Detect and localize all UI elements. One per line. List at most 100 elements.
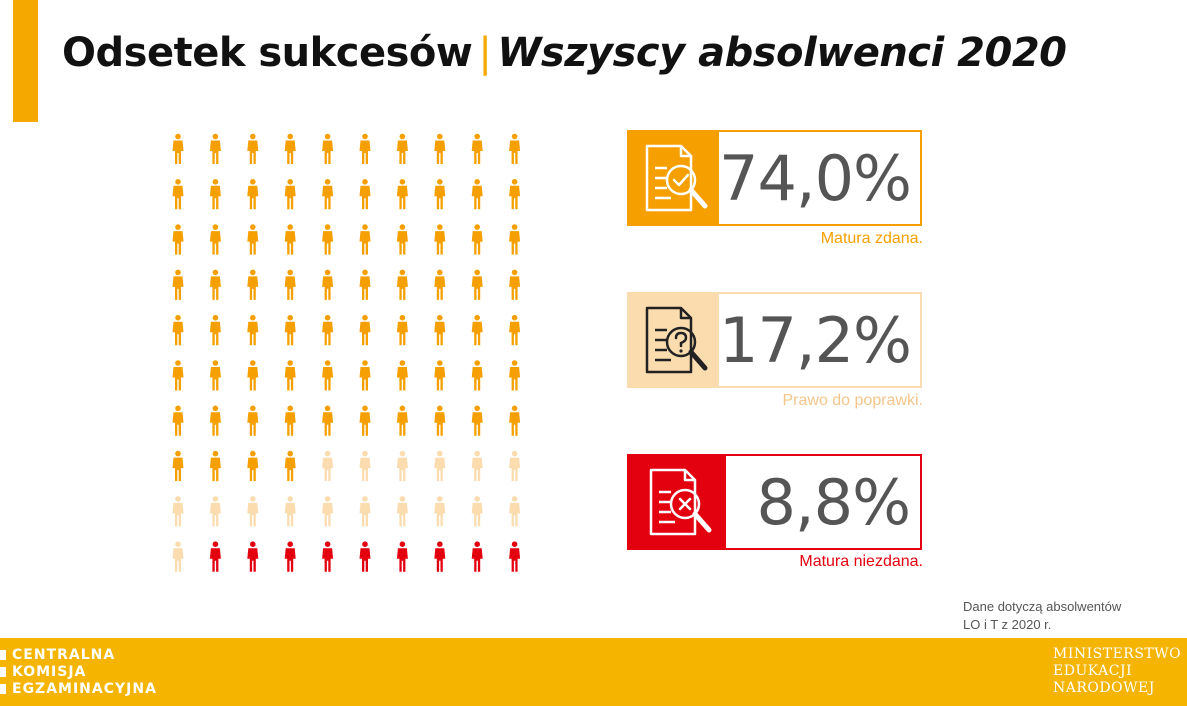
- person-icon: [247, 541, 259, 572]
- person-icon: [359, 269, 371, 300]
- person-icon: [209, 405, 221, 436]
- person-icon: [396, 496, 408, 527]
- stat-label-passed: Matura zdana.: [820, 230, 923, 247]
- logo-square-icon: [0, 683, 6, 694]
- person-icon: [284, 314, 296, 346]
- person-icon: [434, 360, 446, 391]
- person-icon: [284, 179, 296, 210]
- document-magnifier-check-icon: [645, 144, 708, 212]
- person-icon: [359, 405, 371, 436]
- person-icon: [471, 224, 483, 255]
- person-icon: [172, 496, 184, 527]
- person-icon: [434, 496, 446, 527]
- person-icon: [396, 269, 408, 300]
- person-icon: [322, 450, 334, 482]
- title-main: Odsetek sukcesów: [62, 30, 473, 76]
- person-icon: [284, 405, 296, 436]
- person-icon: [172, 269, 184, 300]
- cke-logo: CENTRALNA KOMISJA EGZAMINACYJNA: [0, 646, 157, 697]
- person-icon: [359, 224, 371, 255]
- person-icon: [247, 224, 259, 255]
- note-line: LO i T z 2020 r.: [963, 617, 1052, 632]
- person-icon: [471, 541, 483, 572]
- person-icon: [209, 179, 221, 210]
- person-icon: [509, 496, 521, 527]
- person-icon: [247, 314, 259, 346]
- person-icon: [509, 405, 521, 436]
- logo-square-icon: [0, 649, 6, 660]
- person-icon: [322, 314, 334, 346]
- person-icon: [322, 133, 334, 164]
- person-icon: [434, 450, 446, 482]
- stat-icon-bg: [629, 294, 719, 386]
- person-icon: [247, 179, 259, 210]
- person-icon: [359, 133, 371, 164]
- person-icon: [284, 496, 296, 527]
- person-icon: [172, 133, 184, 164]
- person-icon: [471, 405, 483, 436]
- person-icon: [396, 450, 408, 482]
- person-icon: [509, 360, 521, 391]
- person-icon: [209, 360, 221, 391]
- person-icon: [396, 179, 408, 210]
- person-icon: [172, 360, 184, 391]
- person-icon: [359, 360, 371, 391]
- person-icon: [247, 133, 259, 164]
- person-icon: [284, 450, 296, 482]
- men-logo: MINISTERSTWO EDUKACJI NARODOWEJ: [1053, 646, 1181, 697]
- footer-bar: CENTRALNA KOMISJA EGZAMINACYJNA MINISTER…: [0, 638, 1187, 706]
- person-icon: [172, 541, 184, 572]
- person-icon: [209, 224, 221, 255]
- person-icon: [359, 450, 371, 482]
- person-icon: [322, 541, 334, 572]
- person-icon: [396, 405, 408, 436]
- person-icon: [209, 133, 221, 164]
- person-icon: [322, 224, 334, 255]
- person-icon: [471, 314, 483, 346]
- stat-value: 17,2%: [719, 303, 912, 377]
- document-magnifier-question-icon: [645, 306, 708, 374]
- person-icon: [172, 450, 184, 482]
- men-logo-line: NARODOWEJ: [1053, 680, 1155, 696]
- person-icon: [509, 269, 521, 300]
- person-icon: [209, 269, 221, 300]
- person-icon: [396, 360, 408, 391]
- person-icon: [322, 496, 334, 527]
- title-subtitle: Wszyscy absolwenci 2020: [497, 30, 1067, 76]
- person-icon: [509, 179, 521, 210]
- person-icon: [434, 405, 446, 436]
- person-icon: [359, 496, 371, 527]
- person-icon: [434, 179, 446, 210]
- person-icon: [284, 269, 296, 300]
- person-icon: [359, 314, 371, 346]
- logo-text: KOMISJA: [12, 663, 87, 680]
- stat-label-failed: Matura niezdana.: [799, 553, 923, 570]
- person-icon: [322, 269, 334, 300]
- person-icon: [172, 179, 184, 210]
- person-icon: [247, 496, 259, 527]
- person-icon: [209, 541, 221, 572]
- men-logo-line: MINISTERSTWO: [1053, 646, 1182, 662]
- note-line: Dane dotyczą absolwentów: [963, 599, 1122, 614]
- person-icon: [322, 360, 334, 391]
- person-icon: [396, 133, 408, 164]
- person-icon: [284, 541, 296, 572]
- title-separator: |: [478, 30, 492, 76]
- men-logo-line: EDUKACJI: [1053, 663, 1133, 679]
- stat-label-retake: Prawo do poprawki.: [782, 392, 923, 409]
- logo-text: CENTRALNA: [12, 646, 116, 663]
- stat-box-retake: 17,2%: [627, 292, 922, 388]
- stat-icon-bg: [629, 132, 719, 224]
- stat-icon-bg: [629, 456, 726, 548]
- person-icon: [434, 314, 446, 346]
- person-icon: [471, 450, 483, 482]
- person-icon: [209, 314, 221, 346]
- person-icon: [247, 360, 259, 391]
- person-icon: [172, 314, 184, 346]
- person-icon: [396, 224, 408, 255]
- person-icon: [471, 269, 483, 300]
- person-icon: [172, 405, 184, 436]
- document-magnifier-cross-icon: [649, 468, 711, 536]
- person-icon: [471, 179, 483, 210]
- page-title: Odsetek sukcesów | Wszyscy absolwenci 2020: [62, 30, 1067, 76]
